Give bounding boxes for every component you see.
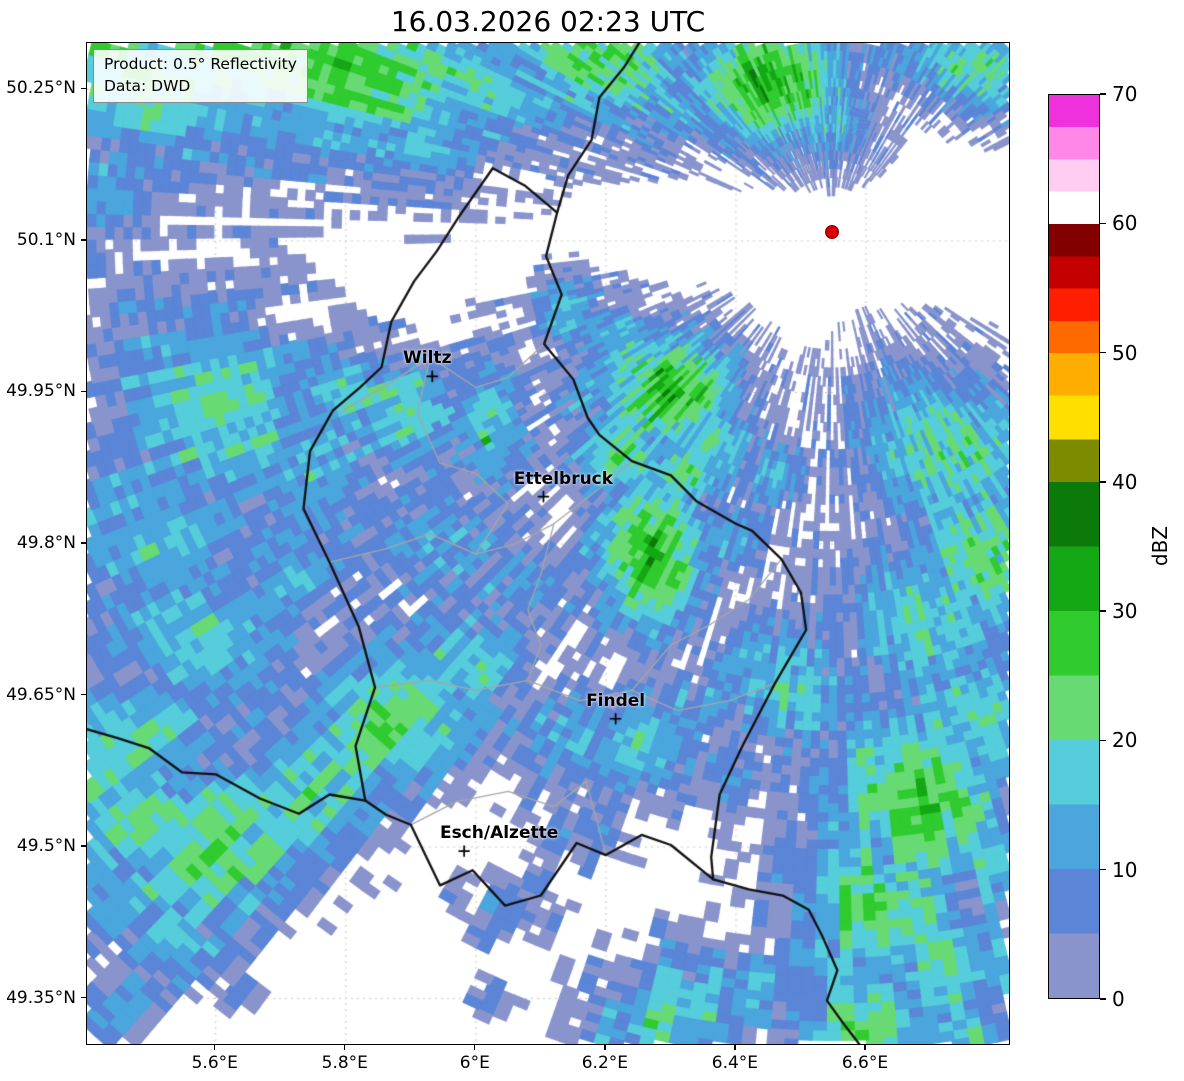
y-tick-label: 49.65°N [6, 684, 76, 705]
x-tick-label: 6.6°E [841, 1053, 889, 1073]
y-tick-mark [81, 87, 86, 90]
data-source-line: Data: DWD [104, 77, 191, 95]
city-label: Findel [586, 690, 646, 711]
y-tick-label: 49.5°N [16, 836, 76, 857]
colorbar-tick-mark [1100, 869, 1106, 871]
x-tick-mark [344, 1045, 346, 1050]
colorbar-tick-label: 70 [1112, 82, 1138, 106]
y-tick-mark [81, 390, 86, 393]
y-tick-mark [81, 693, 86, 696]
plot-title: 16.03.2026 02:23 UTC [390, 5, 706, 38]
y-axis: 50.25°N 50.1°N 49.95°N 49.8°N 49.65°N 49.5°N 4… [0, 42, 86, 1045]
y-tick-label: 50.25°N [6, 78, 76, 99]
colorbar-tick-label: 0 [1112, 987, 1125, 1011]
colorbar-tick-mark [1100, 222, 1106, 224]
city-label: Ettelbruck [513, 468, 614, 489]
colorbar-tick-label: 20 [1112, 728, 1138, 753]
colorbar-tick-label: 30 [1112, 599, 1138, 624]
x-tick-mark [604, 1045, 606, 1050]
y-tick-label: 49.8°N [16, 533, 76, 553]
colorbar-tick-mark [1100, 610, 1106, 612]
colorbar-tick-mark [1100, 481, 1106, 483]
colorbar-tick-mark [1100, 93, 1106, 95]
colorbar-tick-label: 60 [1112, 211, 1138, 236]
x-tick-label: 5.8°E [321, 1053, 368, 1073]
colorbar-tick-mark [1100, 351, 1106, 354]
colorbar-tick-label: 10 [1112, 857, 1138, 882]
product-line: Product: 0.5° Reflectivity [104, 55, 297, 73]
y-tick-label: 50.1°N [16, 229, 76, 250]
x-tick-label: 5.6°E [191, 1053, 238, 1073]
colorbar-tick-mark [1100, 739, 1106, 742]
product-info-box: Product: 0.5° Reflectivity Data: DWD [93, 49, 308, 103]
colorbar-tick-mark [1100, 998, 1106, 1000]
y-tick-mark [81, 996, 86, 999]
colorbar-tick-label: 40 [1112, 469, 1138, 494]
colorbar-label: dBZ [1148, 525, 1172, 567]
y-tick-label: 49.35°N [6, 987, 76, 1008]
x-tick-label: 6°E [459, 1053, 490, 1073]
y-tick-mark [81, 542, 86, 544]
city-label: Wiltz [403, 348, 452, 369]
x-tick-mark [864, 1045, 866, 1050]
x-tick-mark [474, 1045, 476, 1050]
colorbar-tick-label: 50 [1112, 340, 1138, 365]
map-plot: Product: 0.5° Reflectivity Data: DWD Wil… [86, 42, 1010, 1045]
colorbar-axis: 0 10 20 30 40 50 60 70 [1100, 82, 1184, 1011]
x-tick-mark [734, 1045, 736, 1050]
x-tick-label: 6.2°E [581, 1053, 628, 1073]
y-tick-mark [81, 845, 86, 847]
radar-canvas [87, 43, 1009, 1044]
x-axis: 5.6°E 5.8°E 6°E 6.2°E 6.4°E 6.6°E [86, 1045, 1010, 1081]
x-tick-mark [214, 1045, 216, 1050]
y-tick-label: 49.95°N [6, 381, 76, 402]
city-label: Esch/Alzette [439, 823, 559, 844]
radar-site-marker [825, 224, 840, 239]
x-tick-label: 6.4°E [711, 1053, 759, 1073]
y-tick-mark [81, 239, 86, 241]
colorbar-gradient [1048, 94, 1100, 999]
